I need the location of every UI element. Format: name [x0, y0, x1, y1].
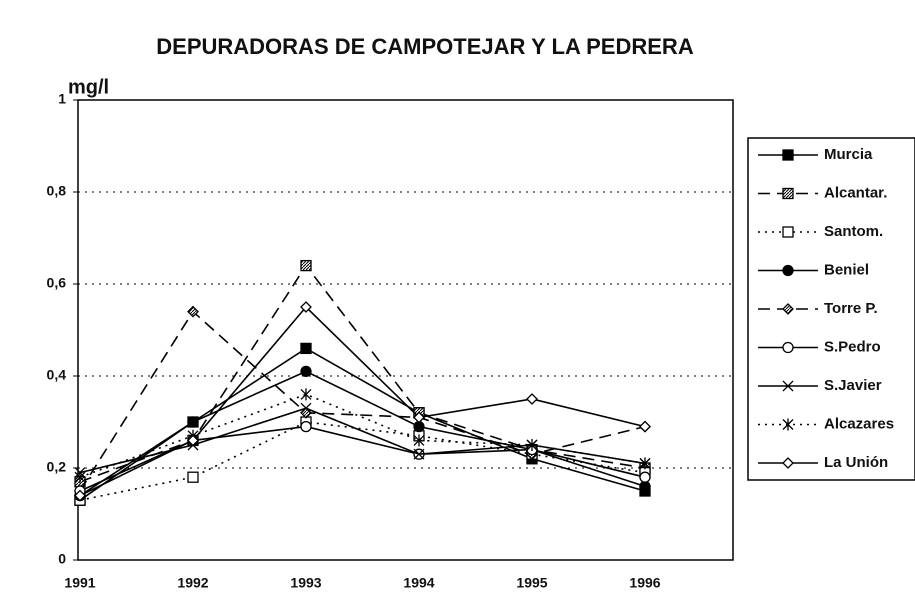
series-line: [79, 421, 646, 501]
marker: [782, 341, 794, 354]
series-line: [79, 264, 646, 483]
marker: [300, 402, 312, 414]
legend-label: Santom.: [824, 223, 883, 240]
marker: [782, 187, 794, 200]
legend-label: Alcantar.: [824, 184, 887, 201]
plot-frame: [77, 99, 734, 561]
marker: [639, 480, 651, 493]
x-tick-label: 1991: [64, 575, 95, 591]
x-tick-label: 1993: [290, 575, 321, 591]
legend-marker: [782, 149, 794, 161]
x-tick-label: 1992: [177, 575, 208, 591]
marker: [187, 416, 199, 428]
marker: [782, 226, 794, 238]
marker: [526, 393, 538, 405]
marker: [300, 365, 312, 378]
legend-marker: [782, 187, 794, 200]
series-line: [79, 370, 646, 497]
marker: [413, 411, 425, 424]
marker: [74, 471, 86, 484]
marker: [187, 305, 199, 318]
marker: [782, 264, 794, 277]
legend-label: La Unión: [824, 454, 888, 471]
chart-title: DEPURADORAS DE CAMPOTEJAR Y LA PEDRERA: [156, 34, 694, 59]
marker: [639, 420, 651, 433]
marker: [300, 342, 312, 355]
legend-marker: [782, 226, 794, 238]
marker: [782, 457, 794, 469]
series-line: [79, 310, 646, 492]
y-tick-label: 0,4: [47, 367, 67, 383]
marker: [413, 448, 425, 460]
legend-label: Beniel: [824, 261, 869, 278]
series-line: [79, 305, 646, 497]
marker: [639, 471, 651, 483]
marker: [300, 259, 312, 272]
marker: [526, 439, 538, 451]
legend-marker: [782, 264, 794, 277]
marker: [300, 301, 312, 313]
marker: [187, 471, 199, 483]
y-tick-label: 0,2: [47, 459, 67, 475]
legend-marker: [782, 341, 794, 354]
legend-label: S.Javier: [824, 377, 882, 394]
legend-marker: [782, 303, 794, 315]
y-axis-label: mg/l: [68, 76, 109, 98]
legend-marker: [782, 418, 794, 431]
legend-marker: [782, 380, 794, 392]
legend-box: [747, 137, 915, 481]
y-tick-label: 0: [58, 551, 66, 567]
legend-label: S.Pedro: [824, 338, 881, 355]
x-tick-label: 1995: [516, 575, 547, 591]
legend-label: Murcia: [824, 146, 873, 163]
marker: [782, 303, 794, 315]
y-tick-label: 0,6: [47, 275, 67, 291]
y-tick-label: 0,8: [47, 183, 67, 199]
legend-marker: [782, 457, 794, 469]
marker: [300, 420, 312, 433]
legend-label: Torre P.: [824, 300, 878, 317]
marker: [782, 149, 794, 161]
marker: [639, 457, 651, 470]
marker: [74, 489, 86, 502]
series-line: [79, 347, 646, 501]
x-tick-label: 1996: [629, 575, 660, 591]
series-line: [79, 393, 646, 478]
marker: [300, 388, 312, 401]
marker: [782, 418, 794, 431]
marker: [187, 434, 199, 447]
y-tick-label: 1: [58, 91, 66, 107]
marker: [782, 380, 794, 392]
marker: [413, 434, 425, 447]
legend-label: Alcazares: [824, 415, 894, 432]
x-tick-label: 1994: [403, 575, 434, 591]
